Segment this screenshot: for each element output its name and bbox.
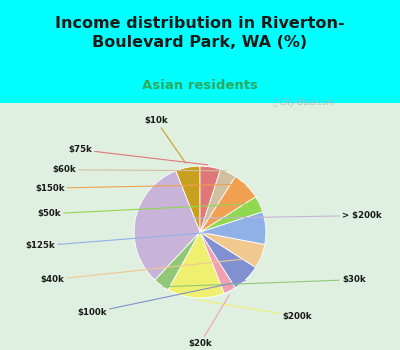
Wedge shape: [200, 212, 266, 244]
Wedge shape: [134, 171, 200, 280]
Text: $200k: $200k: [198, 300, 312, 321]
Text: $30k: $30k: [163, 275, 366, 287]
Wedge shape: [200, 197, 263, 232]
Wedge shape: [168, 232, 224, 298]
Wedge shape: [200, 166, 220, 232]
Wedge shape: [200, 176, 256, 232]
Text: ⓘ City-Data.com: ⓘ City-Data.com: [273, 98, 335, 107]
Text: $125k: $125k: [26, 228, 265, 250]
Text: $75k: $75k: [68, 145, 208, 165]
Text: Asian residents: Asian residents: [142, 79, 258, 92]
Wedge shape: [200, 232, 256, 288]
Wedge shape: [200, 232, 235, 293]
Wedge shape: [176, 166, 200, 232]
Wedge shape: [200, 232, 265, 267]
Text: $150k: $150k: [35, 184, 245, 192]
Text: > $200k: > $200k: [136, 211, 382, 220]
Text: $10k: $10k: [144, 116, 186, 163]
Wedge shape: [155, 232, 200, 290]
Wedge shape: [200, 169, 235, 232]
Bar: [0, 103, 400, 350]
Text: Income distribution in Riverton-
Boulevard Park, WA (%): Income distribution in Riverton- Bouleva…: [55, 16, 345, 50]
Text: $20k: $20k: [188, 295, 229, 348]
Text: $100k: $100k: [77, 281, 245, 317]
Text: $60k: $60k: [53, 165, 226, 174]
Text: $40k: $40k: [41, 257, 260, 284]
Text: $50k: $50k: [37, 203, 258, 218]
